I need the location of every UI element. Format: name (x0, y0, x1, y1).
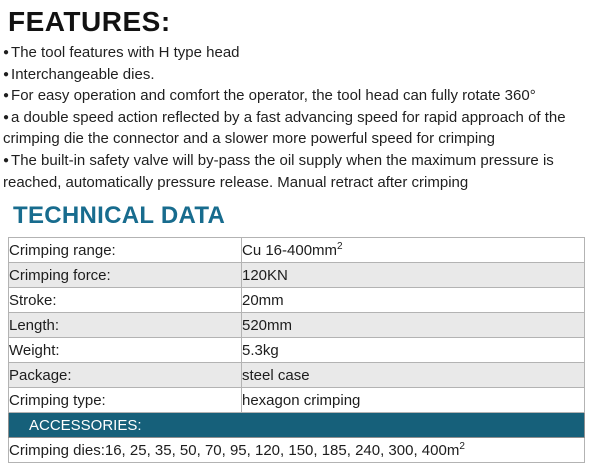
table-row: Crimping force: 120KN (8, 262, 585, 289)
spec-value-text: 120KN (242, 266, 288, 284)
spec-label: Weight: (8, 337, 242, 364)
spec-value: 5.3kg (241, 337, 585, 364)
features-list: ● The tool features with H type head ● Int… (0, 42, 600, 193)
bullet-icon: ● (3, 47, 10, 58)
technical-data-section: TECHNICAL DATA Crimping range: Cu 16-400… (0, 202, 600, 464)
table-row: Length: 520mm (8, 312, 585, 339)
spec-label: Crimping range: (8, 237, 242, 264)
spec-label: Crimping force: (8, 262, 242, 289)
accessories-superscript: 2 (459, 440, 465, 452)
spec-value: Cu 16-400mm2 (241, 237, 585, 264)
bullet-icon: ● (3, 111, 10, 123)
bullet-icon: ● (3, 90, 10, 102)
feature-text: a double speed action reflected by a fas… (3, 108, 566, 148)
accessories-value-row: Crimping dies:16, 25, 35, 50, 70, 95, 12… (8, 437, 585, 464)
feature-item: ● The tool features with H type head (3, 42, 594, 64)
technical-data-title: TECHNICAL DATA (13, 202, 226, 230)
features-section: FEATURES: ● The tool features with H type… (0, 0, 600, 193)
spec-value-text: 520mm (242, 316, 293, 334)
feature-text: For easy operation and comfort the opera… (11, 87, 536, 105)
feature-item: ● Interchangeable dies. (3, 64, 594, 86)
spec-value-text: 20mm (242, 291, 284, 309)
spec-value: 20mm (241, 287, 585, 314)
feature-item: ● For easy operation and comfort the oper… (3, 85, 594, 107)
feature-item: ● The built-in safety valve will by-pass … (3, 150, 594, 193)
table-row: Stroke: 20mm (8, 287, 585, 314)
feature-text: Interchangeable dies. (11, 65, 155, 83)
bullet-icon: ● (3, 154, 10, 166)
feature-text: The tool features with H type head (11, 44, 240, 61)
bullet-icon: ● (3, 68, 10, 80)
table-row: Crimping range: Cu 16-400mm2 (8, 237, 585, 264)
spec-value: steel case (241, 362, 585, 389)
spec-label: Crimping type: (8, 387, 242, 414)
spec-value-superscript: 2 (337, 240, 343, 252)
spec-table: Crimping range: Cu 16-400mm2 Crimping fo… (8, 237, 585, 464)
spec-value: 120KN (241, 262, 585, 289)
spec-label: Stroke: (8, 287, 242, 314)
table-row: Package: steel case (8, 362, 585, 389)
table-row: Crimping type: hexagon crimping (8, 387, 585, 414)
spec-value-text: 5.3kg (242, 341, 279, 359)
accessories-value: Crimping dies:16, 25, 35, 50, 70, 95, 12… (8, 437, 585, 464)
accessories-header-row: ACCESSORIES: (8, 412, 585, 439)
spec-value-text: hexagon crimping (242, 391, 361, 409)
spec-label: Package: (8, 362, 242, 389)
spec-value-text: Cu 16-400mm (242, 241, 338, 259)
spec-value: 520mm (241, 312, 585, 339)
feature-item: ● a double speed action reflected by a fa… (3, 107, 594, 150)
features-title: FEATURES: (8, 6, 171, 37)
accessories-label: ACCESSORIES: (8, 412, 585, 439)
accessories-value-text: Crimping dies:16, 25, 35, 50, 70, 95, 12… (9, 441, 460, 459)
spec-value-text: steel case (242, 366, 310, 384)
spec-value: hexagon crimping (241, 387, 585, 414)
spec-label: Length: (8, 312, 242, 339)
table-row: Weight: 5.3kg (8, 337, 585, 364)
feature-text: The built-in safety valve will by-pass t… (3, 151, 554, 191)
